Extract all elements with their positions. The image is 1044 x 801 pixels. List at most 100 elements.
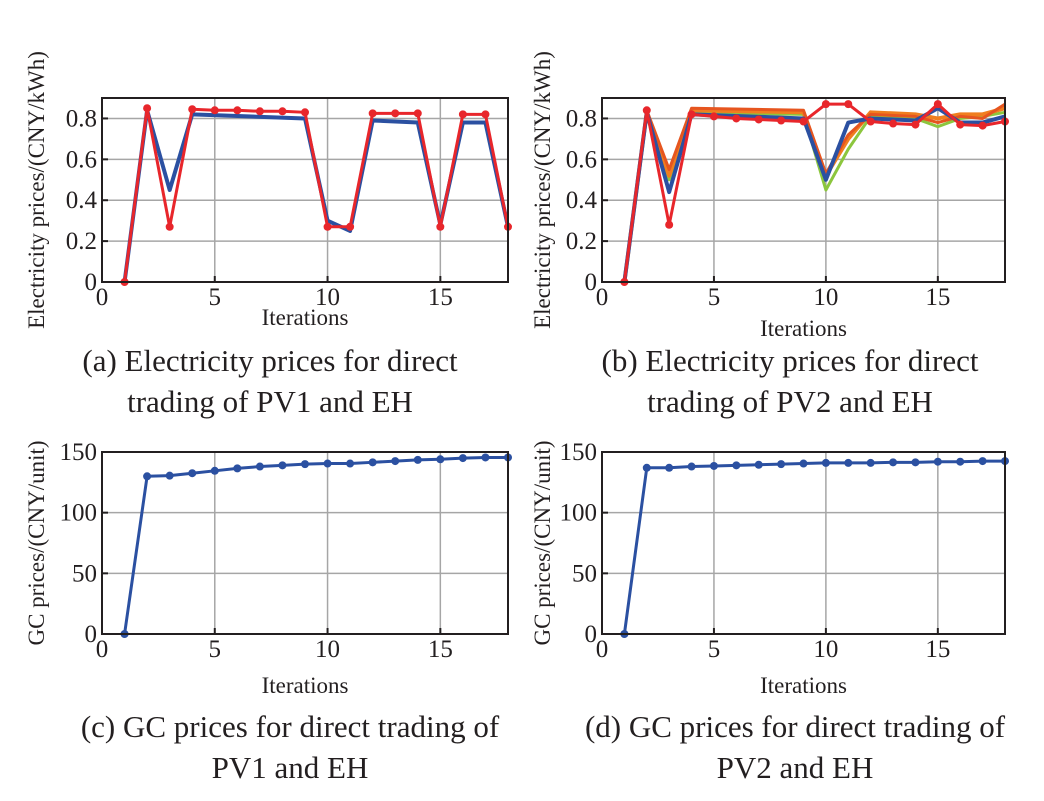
y-tick-label: 150 [560, 439, 598, 466]
data-point [458, 110, 467, 119]
data-point [777, 460, 786, 469]
caption-c: (c) GC prices for direct trading of PV1 … [40, 706, 540, 788]
data-point [255, 107, 264, 116]
data-point [255, 462, 264, 471]
x-tick-label: 10 [315, 636, 340, 663]
y-tick-label: 150 [60, 439, 98, 466]
data-point [233, 106, 242, 115]
caption-a: (a) Electricity prices for direct tradin… [20, 340, 520, 422]
x-tick-label: 5 [708, 284, 721, 311]
y-tick-label: 50 [72, 560, 97, 587]
data-point [301, 108, 309, 117]
y-tick-label: 0.8 [66, 105, 97, 132]
data-point [956, 457, 965, 466]
caption-a-line2: trading of PV1 and EH [127, 384, 413, 419]
x-tick-label: 10 [813, 636, 838, 663]
data-point [911, 120, 920, 129]
data-point [301, 460, 309, 469]
x-tick-label: 10 [315, 284, 340, 311]
data-point [956, 120, 965, 129]
y-tick-label: 0 [585, 621, 598, 648]
axes-box [601, 97, 1006, 283]
y-axis-label: Electricity prices/(CNY/kWh) [530, 51, 555, 329]
data-point [436, 455, 445, 464]
data-point [413, 455, 422, 464]
y-tick-label: 0.4 [566, 187, 598, 214]
x-tick-label: 15 [428, 284, 453, 311]
x-axis-label: Iterations [760, 316, 847, 341]
data-point [481, 110, 490, 119]
data-point [210, 466, 219, 475]
data-point [866, 117, 875, 126]
caption-d-line2: PV2 and EH [716, 750, 874, 785]
data-point [642, 463, 651, 472]
y-tick-label: 50 [572, 560, 597, 587]
data-point [436, 222, 445, 231]
data-point [821, 100, 830, 109]
y-axis-label: GC prices/(CNY/unit) [24, 440, 49, 645]
data-point [844, 458, 853, 467]
data-point [889, 458, 898, 467]
data-point [889, 119, 898, 128]
data-point [413, 109, 422, 118]
caption-c-line1: (c) GC prices for direct trading of [80, 709, 500, 744]
series-line-red [123, 106, 510, 283]
caption-b-line1: (b) Electricity prices for direct [601, 343, 979, 378]
caption-a-line1: (a) Electricity prices for direct [82, 343, 458, 378]
data-point [458, 454, 467, 463]
caption-d: (d) GC prices for direct trading of PV2 … [545, 706, 1044, 788]
data-point [732, 461, 741, 470]
x-tick-label: 15 [925, 636, 950, 663]
data-point [323, 459, 332, 468]
data-point [844, 100, 853, 109]
caption-d-line1: (d) GC prices for direct trading of [584, 709, 1006, 744]
data-point [143, 104, 152, 113]
series-line-blue [622, 459, 1005, 635]
data-point [165, 471, 174, 480]
y-axis-label: GC prices/(CNY/unit) [530, 440, 555, 645]
data-point [866, 458, 875, 467]
y-axis-label: Electricity prices/(CNY/kWh) [24, 51, 49, 329]
data-point [754, 460, 763, 469]
data-point [188, 105, 197, 114]
data-point [481, 453, 490, 462]
axes-box [601, 451, 1006, 635]
data-point [368, 109, 377, 118]
data-point [391, 457, 400, 466]
y-tick-label: 0.2 [66, 228, 97, 255]
data-point [754, 115, 763, 124]
data-point [368, 458, 377, 467]
data-point [323, 222, 332, 231]
data-point [978, 457, 987, 466]
data-point [665, 463, 674, 472]
data-point [799, 459, 808, 468]
y-tick-label: 0 [85, 621, 98, 648]
data-point [642, 106, 651, 115]
data-point [391, 109, 400, 118]
data-point [233, 464, 242, 473]
y-tick-label: 0.8 [566, 105, 597, 132]
data-point [799, 117, 808, 126]
data-point [933, 100, 942, 109]
data-point [188, 469, 197, 478]
x-axis-label: Iterations [262, 305, 349, 330]
data-point [346, 222, 355, 231]
y-tick-label: 100 [60, 500, 98, 527]
y-tick-label: 0 [85, 269, 98, 296]
caption-c-line2: PV1 and EH [211, 750, 369, 785]
data-point [709, 461, 718, 470]
series-line-red [622, 102, 1006, 283]
data-point [732, 114, 741, 123]
data-point [821, 458, 830, 467]
y-tick-label: 0.6 [66, 146, 97, 173]
y-tick-label: 0 [585, 269, 598, 296]
axes-box [101, 97, 509, 283]
data-point [687, 110, 696, 119]
caption-b: (b) Electricity prices for direct tradin… [535, 340, 1044, 422]
x-tick-label: 5 [209, 284, 222, 311]
x-tick-label: 0 [96, 284, 109, 311]
data-point [709, 112, 718, 121]
